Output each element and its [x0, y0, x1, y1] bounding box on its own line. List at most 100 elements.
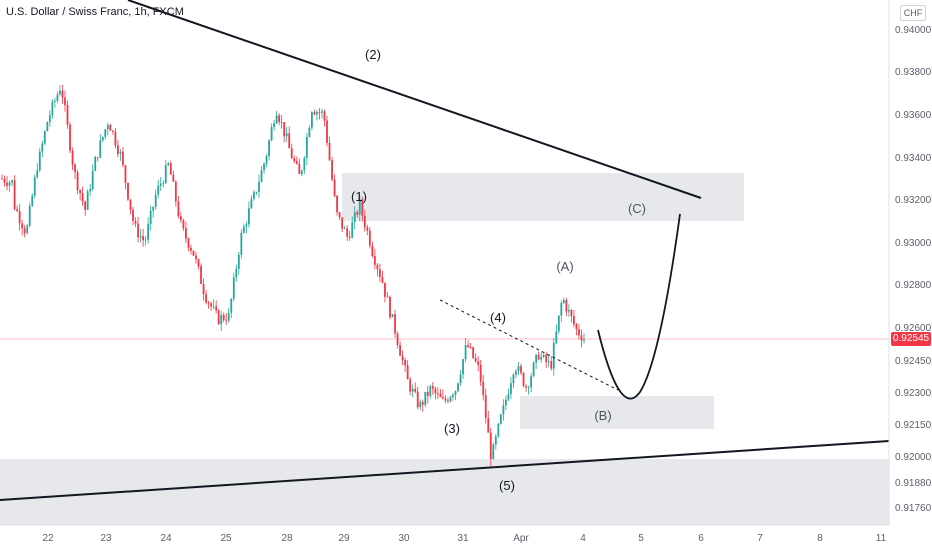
- price-tick-label: 0.92150: [895, 420, 932, 431]
- candle-body: [192, 250, 195, 256]
- candle-body: [33, 177, 36, 196]
- candle-body: [273, 123, 276, 128]
- candles-group: [1, 84, 585, 467]
- candle-body: [489, 432, 492, 459]
- candle-body: [169, 163, 172, 175]
- candle-body: [212, 306, 215, 308]
- candle-body: [106, 124, 109, 130]
- candle-body: [217, 310, 220, 325]
- candle-body: [13, 180, 16, 210]
- candle-body: [159, 183, 162, 186]
- candle-body: [56, 94, 59, 101]
- candle-body: [66, 105, 69, 125]
- candle-body: [182, 220, 185, 229]
- candle-body: [431, 386, 434, 389]
- candle-body: [575, 324, 578, 330]
- candle-body: [54, 100, 56, 102]
- candle-body: [101, 136, 104, 141]
- candle-body: [512, 374, 515, 384]
- price-tick-label: 0.91760: [895, 503, 932, 514]
- candle-body: [89, 189, 92, 192]
- candle-body: [288, 133, 291, 149]
- candle-body: [240, 232, 243, 255]
- descending-trendline[interactable]: [127, 0, 702, 199]
- candle-body: [373, 256, 376, 265]
- price-tick-label: 0.93200: [895, 195, 932, 206]
- candle-body: [487, 418, 490, 433]
- candle-body: [406, 365, 409, 380]
- candle-body: [6, 182, 8, 186]
- candle-body: [371, 245, 374, 257]
- candle-body: [220, 315, 223, 325]
- price-axis[interactable]: 0.94000 0.93800 0.93600 0.93400 0.93200 0.930…: [895, 25, 932, 514]
- candle-body: [253, 192, 255, 199]
- candle-body: [444, 398, 447, 401]
- candle-body: [116, 145, 119, 154]
- candle-body: [504, 399, 507, 406]
- candle-body: [38, 151, 41, 171]
- candle-body: [290, 148, 293, 159]
- candle-body: [580, 335, 583, 341]
- candle-body: [26, 225, 29, 234]
- candle-body: [517, 366, 520, 372]
- candle-body: [507, 394, 510, 400]
- candle-body: [23, 228, 26, 234]
- candle-body: [132, 209, 134, 222]
- projected-path[interactable]: [597, 213, 681, 400]
- time-tick-label: 29: [338, 533, 350, 544]
- candle-body: [399, 344, 401, 356]
- candle-body: [36, 170, 39, 178]
- time-axis[interactable]: 22 23 24 25 28 29 30 31 Apr 4 5 6 7 8 11: [42, 533, 886, 544]
- time-tick-label: 5: [638, 533, 644, 544]
- time-tick-label: Apr: [513, 533, 529, 544]
- candle-body: [436, 393, 439, 395]
- candle-body: [351, 222, 354, 238]
- candle-body: [248, 208, 250, 225]
- time-tick-label: 24: [160, 533, 172, 544]
- candle-body: [368, 230, 371, 246]
- candle-body: [570, 309, 573, 317]
- candle-body: [144, 239, 147, 241]
- candle-body: [457, 383, 459, 392]
- candle-body: [1, 178, 3, 180]
- candle-body: [205, 294, 207, 303]
- candle-body: [341, 217, 344, 229]
- time-tick-label: 28: [281, 533, 293, 544]
- candle-body: [477, 361, 480, 365]
- candle-body: [207, 302, 210, 304]
- candle-body: [552, 342, 555, 369]
- candle-body: [532, 362, 535, 377]
- candle-body: [421, 401, 424, 405]
- candle-body: [139, 236, 142, 238]
- candle-body: [424, 391, 427, 405]
- candle-body: [562, 299, 565, 303]
- ascending-trendline[interactable]: [0, 440, 890, 501]
- candle-body: [147, 224, 150, 240]
- candle-body: [79, 190, 82, 194]
- candle-body: [268, 140, 270, 157]
- candle-body: [137, 223, 139, 238]
- candle-body: [358, 199, 361, 215]
- candle-body: [154, 194, 157, 207]
- candle-body: [522, 372, 525, 386]
- price-tick-label: 0.92300: [895, 388, 932, 399]
- candle-body: [535, 354, 538, 363]
- candle-body: [545, 354, 548, 363]
- candle-body: [426, 391, 429, 396]
- candle-body: [265, 156, 268, 164]
- candle-body: [331, 160, 333, 180]
- candle-body: [361, 199, 364, 216]
- candle-body: [28, 205, 31, 226]
- candle-body: [195, 255, 197, 260]
- candle-body: [348, 236, 351, 238]
- candle-body: [200, 266, 202, 284]
- currency-badge[interactable]: CHF: [900, 5, 926, 21]
- candle-body: [391, 314, 394, 318]
- candle-body: [119, 151, 122, 154]
- candle-body: [111, 130, 114, 132]
- wave-4-dashed-line[interactable]: [439, 299, 619, 391]
- candle-body: [134, 221, 137, 224]
- candle-body: [510, 383, 512, 395]
- candle-body: [411, 388, 414, 392]
